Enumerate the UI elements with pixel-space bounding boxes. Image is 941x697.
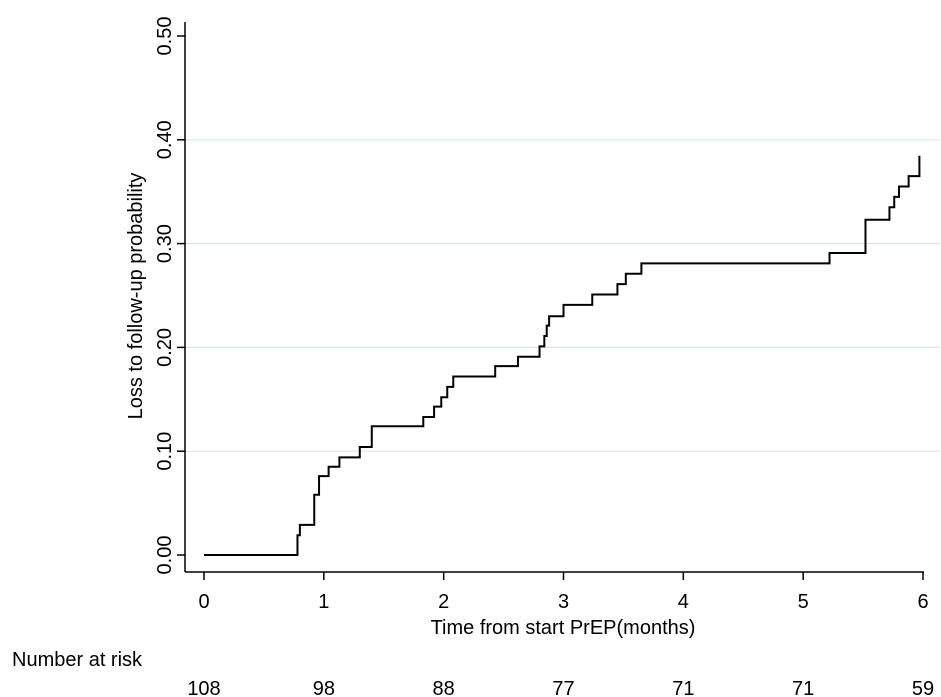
y-axis-title: Loss to follow-up probability <box>125 173 147 420</box>
y-tick-label: 0.00 <box>154 536 176 575</box>
x-tick-label: 4 <box>678 591 689 613</box>
ticks-layer: 0.00 0.10 0.20 0.30 0.40 0.50 0 1 2 3 4 5 6 <box>154 17 929 613</box>
y-tick-label: 0.30 <box>154 224 176 263</box>
risk-count: 59 <box>912 678 934 697</box>
x-tick-label: 2 <box>438 591 449 613</box>
risk-table: 108 98 88 77 71 71 59 <box>187 678 934 697</box>
x-axis-title: Time from start PrEP(months) <box>431 617 696 639</box>
x-tick-label: 6 <box>917 591 928 613</box>
risk-table-label: Number at risk <box>12 649 143 671</box>
x-tick-label: 3 <box>558 591 569 613</box>
y-tick-label: 0.10 <box>154 432 176 471</box>
x-tick-label: 0 <box>198 591 209 613</box>
x-tick-label: 1 <box>318 591 329 613</box>
risk-count: 71 <box>672 678 694 697</box>
y-tick-label: 0.50 <box>154 17 176 56</box>
grid-layer <box>185 139 940 452</box>
risk-count: 98 <box>313 678 335 697</box>
risk-count: 77 <box>552 678 574 697</box>
series-layer <box>204 155 921 556</box>
km-step-line <box>204 165 921 556</box>
risk-count: 71 <box>792 678 814 697</box>
y-tick-label: 0.20 <box>154 328 176 367</box>
risk-count: 108 <box>187 678 220 697</box>
risk-count: 88 <box>433 678 455 697</box>
x-tick-label: 5 <box>798 591 809 613</box>
axes-layer <box>184 22 924 573</box>
y-tick-label: 0.40 <box>154 120 176 159</box>
